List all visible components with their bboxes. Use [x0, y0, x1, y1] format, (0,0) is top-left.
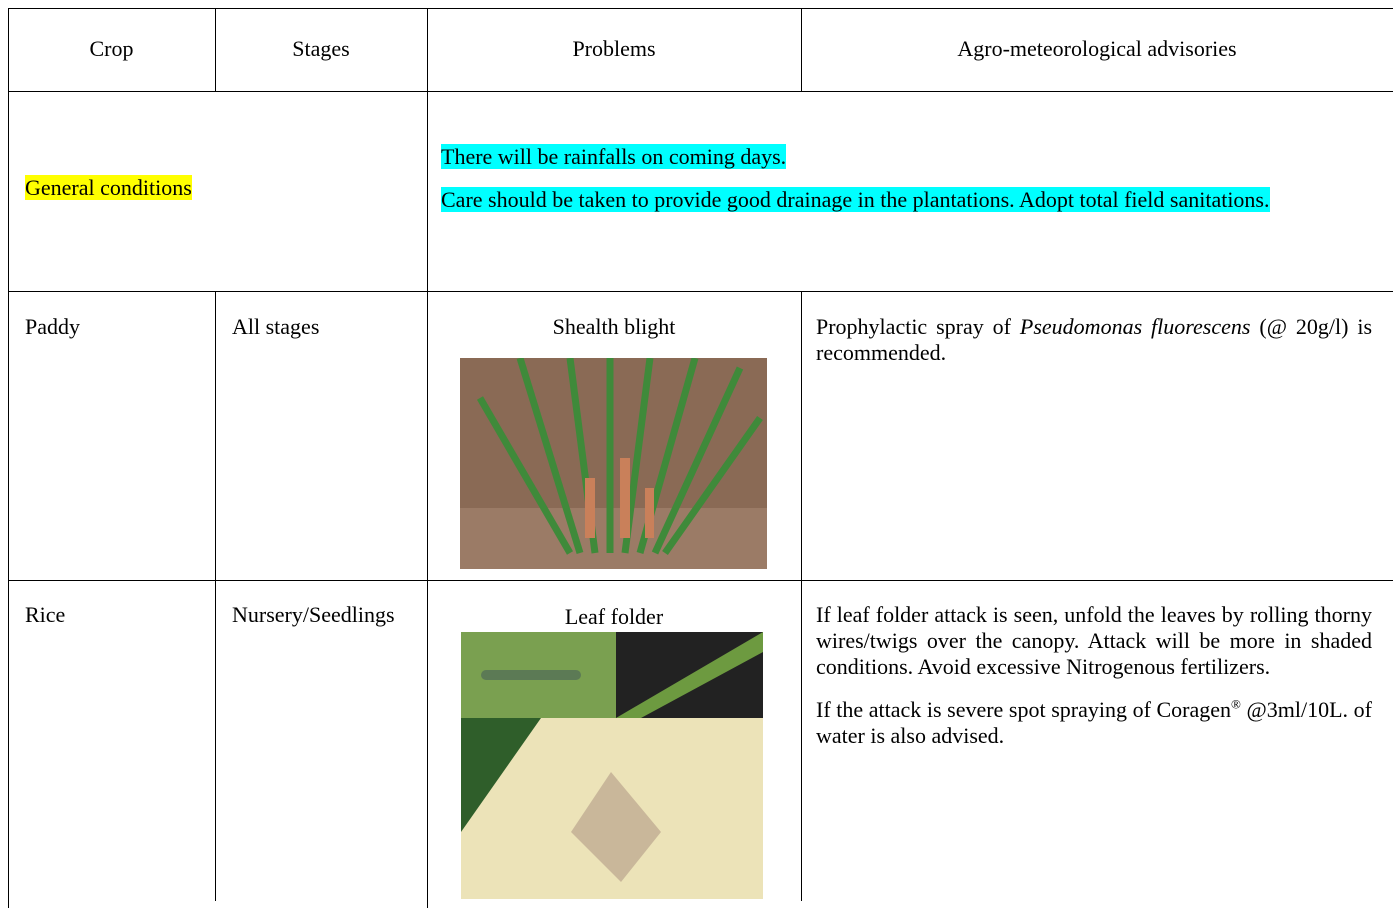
text: There will be rainfalls on coming days. [441, 144, 787, 169]
border [8, 8, 9, 908]
border [215, 291, 216, 901]
trademark: ® [1231, 696, 1241, 712]
species: Pseudomonas fluorescens [1019, 314, 1251, 339]
border [8, 291, 1393, 292]
header-cell: Stages [292, 36, 350, 61]
general-advisory: Care should be taken to provide good dra… [441, 184, 1370, 215]
photo [461, 632, 763, 899]
header-cell: Agro-meteorological advisories [957, 36, 1237, 61]
border [8, 8, 1393, 9]
advisory: Prophylactic spray of Pseudomonas fluore… [816, 314, 1372, 366]
advisory: If the attack is severe spot spraying of… [816, 697, 1372, 749]
crop: Rice [25, 602, 66, 627]
border [8, 580, 1393, 581]
stage: Nursery/Seedlings [232, 602, 395, 627]
header-cell: Problems [572, 36, 656, 61]
border [8, 91, 1393, 92]
text: (@ 20g/l) is recommended. [816, 314, 1373, 365]
label: General conditions [25, 175, 192, 200]
border [215, 8, 216, 91]
header-cell: Crop [89, 36, 134, 61]
general-advisory: There will be rainfalls on coming days. [441, 144, 1370, 170]
stage: All stages [232, 314, 320, 339]
problem: Leaf folder [564, 604, 664, 629]
problem: Shealth blight [552, 314, 676, 339]
general-label: General conditions [25, 175, 192, 201]
text: If the attack is severe spot spraying of… [816, 697, 1232, 722]
text: Care should be taken to provide good dra… [441, 187, 1270, 212]
border [427, 8, 428, 908]
text: Prophylactic spray of [816, 314, 1020, 339]
photo [460, 358, 767, 569]
text: @3ml/10L. of water is also advised. [816, 697, 1372, 748]
advisory: If leaf folder attack is seen, unfold th… [816, 602, 1372, 679]
border [801, 8, 802, 91]
border [801, 291, 802, 901]
crop: Paddy [25, 314, 80, 339]
